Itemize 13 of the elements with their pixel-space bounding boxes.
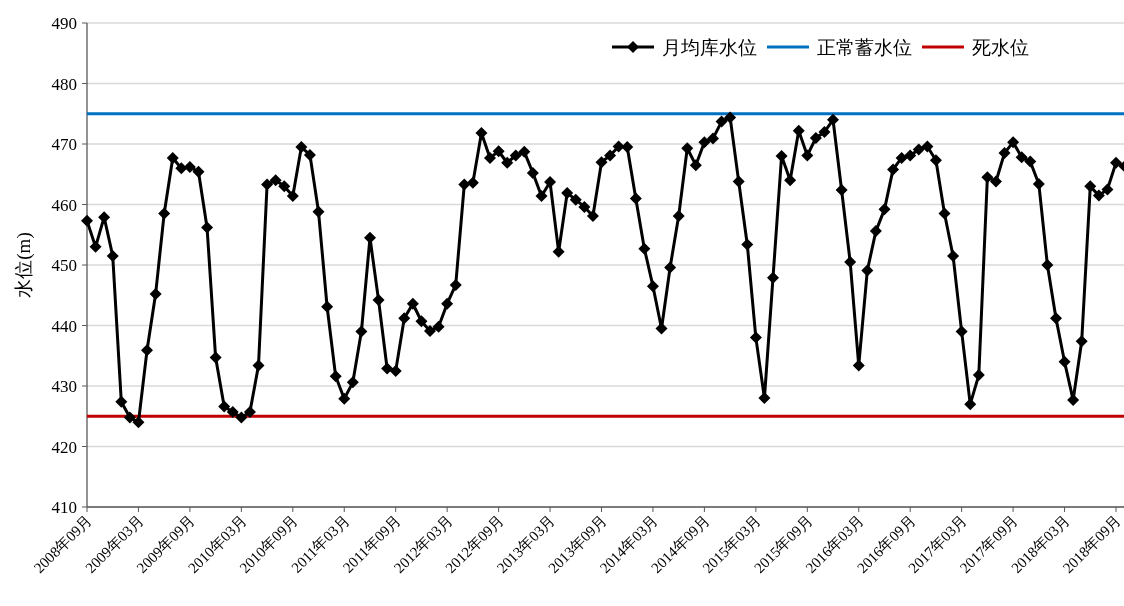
legend-label: 正常蓄水位 [817, 37, 912, 58]
y-tick-label: 480 [51, 74, 77, 94]
y-tick-label: 430 [51, 377, 77, 396]
y-tick-label: 490 [51, 14, 77, 33]
y-tick-label: 410 [51, 498, 77, 517]
y-tick-label: 460 [51, 195, 77, 215]
y-tick-label: 450 [51, 256, 77, 275]
legend-label: 月均库水位 [662, 37, 757, 58]
y-tick-label: 420 [51, 437, 77, 457]
legend-label: 死水位 [972, 37, 1029, 58]
y-axis-title: 水位(m) [13, 232, 35, 298]
y-tick-label: 440 [51, 316, 77, 336]
y-tick-label: 470 [51, 135, 77, 154]
